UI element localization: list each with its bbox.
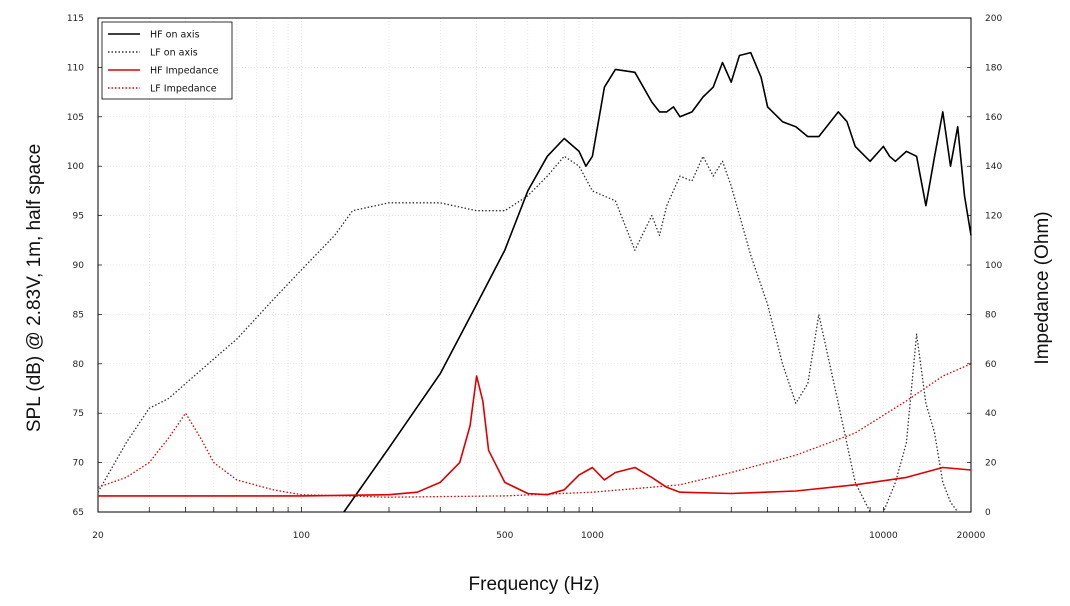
y2-tick-label: 20 [985, 459, 997, 469]
y-tick-label: 110 [67, 63, 84, 73]
axis-ticks: 65 70 75 80 85 90 95 100 105 110 115 0 20 40 60 80 100 12… [67, 14, 1003, 541]
series-lf-on-axis [97, 155, 959, 513]
x-tick-label: 10000 [869, 531, 898, 541]
y2-tick-label: 160 [985, 113, 1002, 123]
y-tick-label: 70 [73, 459, 85, 469]
legend: HF on axis LF on axis HF Impedance LF Imped… [101, 21, 233, 100]
data-series [97, 51, 972, 513]
y-tick-label: 105 [67, 113, 84, 123]
y2-tick-label: 80 [985, 310, 997, 320]
y-tick-label: 115 [67, 14, 84, 24]
series-hf-impedance [98, 375, 972, 497]
x-tick-label: 100 [293, 531, 310, 541]
gridlines [97, 17, 972, 513]
y2-axis-label: Impedance (Ohm) [1032, 211, 1053, 364]
y2-tick-label: 60 [985, 360, 997, 370]
legend-label: LF on axis [150, 48, 198, 59]
x-axis-label: Frequency (Hz) [469, 574, 600, 595]
legend-label: HF Impedance [150, 66, 219, 77]
legend-box [101, 21, 233, 100]
y2-tick-label: 100 [985, 261, 1002, 271]
y2-tick-label: 0 [985, 508, 991, 518]
y2-tick-label: 140 [985, 162, 1002, 172]
y2-tick-label: 40 [985, 409, 997, 419]
x-tick-label: 20 [92, 531, 104, 541]
y2-tick-label: 180 [985, 63, 1002, 73]
series-hf-on-axis [343, 51, 972, 513]
x-tick-label: 1000 [581, 531, 604, 541]
y-tick-label: 75 [73, 409, 84, 419]
y-tick-label: 100 [67, 162, 84, 172]
y-tick-label: 80 [73, 360, 85, 370]
legend-label: HF on axis [150, 30, 200, 41]
x-tick-label: 500 [496, 531, 513, 541]
y2-tick-label: 200 [985, 14, 1002, 24]
y-tick-label: 90 [73, 261, 85, 271]
y2-tick-label: 120 [985, 212, 1002, 222]
legend-label: LF Impedance [150, 84, 217, 95]
y-axis-label: SPL (dB) @ 2.83V, 1m, half space [24, 144, 45, 432]
x-tick-label: 20000 [957, 531, 986, 541]
y-tick-label: 65 [73, 508, 84, 518]
y-tick-label: 85 [73, 310, 84, 320]
series-lf-impedance [97, 363, 972, 498]
y-tick-label: 95 [73, 212, 84, 222]
